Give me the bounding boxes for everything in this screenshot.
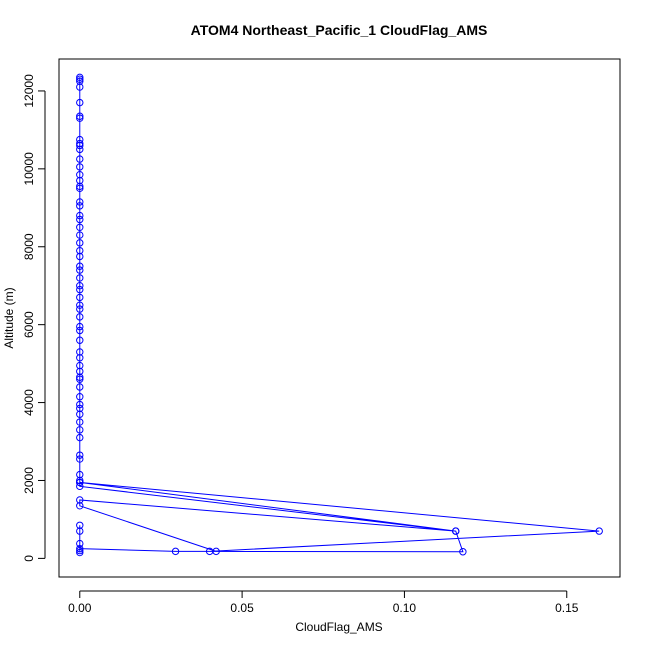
y-axis-label: Altitude (m) [2,287,16,348]
data-point [76,266,84,274]
data-point [76,393,84,401]
data-point [76,455,84,463]
x-tick-label: 0.00 [68,601,92,615]
data-point [76,476,84,485]
data-point [76,182,84,191]
x-tick-label: 0.10 [393,601,417,615]
data-point [76,83,84,91]
data-point [76,496,84,504]
data-point [76,400,84,409]
data-point [76,246,84,255]
y-axis: 0 2000 4000 6000 8000 10000 12000 [22,74,46,562]
data-point [452,527,460,535]
data-point [76,354,84,362]
data-point [76,404,84,413]
y-tick-label: 10000 [22,152,36,186]
data-point [212,547,220,556]
data-point [76,163,84,171]
data-point [76,114,84,122]
data-point [76,176,84,185]
data-point [76,326,84,335]
data-point [76,135,84,144]
data-point [76,451,84,459]
x-tick-label: 0.05 [230,601,254,615]
data-point [76,215,84,224]
data-point [76,418,84,426]
data-point [76,98,84,107]
data-point [76,548,84,557]
data-point [76,75,84,83]
data-point [76,336,84,344]
plot-frame [58,58,621,578]
y-tick-label: 6000 [22,311,36,338]
data-point [76,239,84,247]
data-point [76,198,84,206]
data-point [76,313,84,321]
data-point [459,548,467,556]
data-point [76,141,84,150]
data-point [76,322,84,331]
y-tick-label: 4000 [22,389,36,416]
data-point [76,305,84,313]
data-point [76,274,84,282]
x-axis: 0.00 0.05 0.10 0.15 [68,590,579,615]
data-point [76,383,84,391]
data-point [76,375,84,383]
data-point [76,348,84,356]
data-point [76,301,84,309]
data-point [76,252,84,261]
data-point [171,547,180,556]
data-point [76,539,84,548]
series-line [79,77,600,553]
data-point [76,521,84,529]
data-point [76,482,84,491]
data-point [76,73,84,82]
data-point [76,433,84,442]
data-point [76,77,84,85]
data-point [76,170,84,179]
data-point [76,426,84,434]
data-point [76,470,84,479]
data-point [76,527,84,535]
data-point [76,546,84,555]
y-tick-label: 12000 [22,74,36,108]
data-point [76,223,84,231]
data-point [76,478,84,487]
data-point [76,502,84,510]
data-point [76,282,84,290]
data-point [76,262,84,270]
series-layer [76,73,603,557]
y-tick-label: 8000 [22,233,36,260]
data-point [595,527,603,535]
data-point [76,293,84,302]
data-point [76,361,84,370]
data-point [76,373,84,381]
data-point [76,155,84,163]
data-point [76,112,84,120]
chart-title: ATOM4 Northeast_Pacific_1 CloudFlag_AMS [191,22,488,38]
data-point [76,285,84,294]
data-point [76,211,84,220]
data-point [76,544,84,553]
data-point [76,139,84,148]
data-point [76,202,84,210]
y-tick-label: 0 [22,555,36,562]
x-axis-label: CloudFlag_AMS [295,620,382,634]
y-tick-label: 2000 [22,467,36,494]
data-point [76,231,84,239]
data-point [76,184,84,193]
data-point [76,145,84,154]
data-point [76,367,84,376]
data-point [76,410,84,418]
x-tick-label: 0.15 [555,601,579,615]
